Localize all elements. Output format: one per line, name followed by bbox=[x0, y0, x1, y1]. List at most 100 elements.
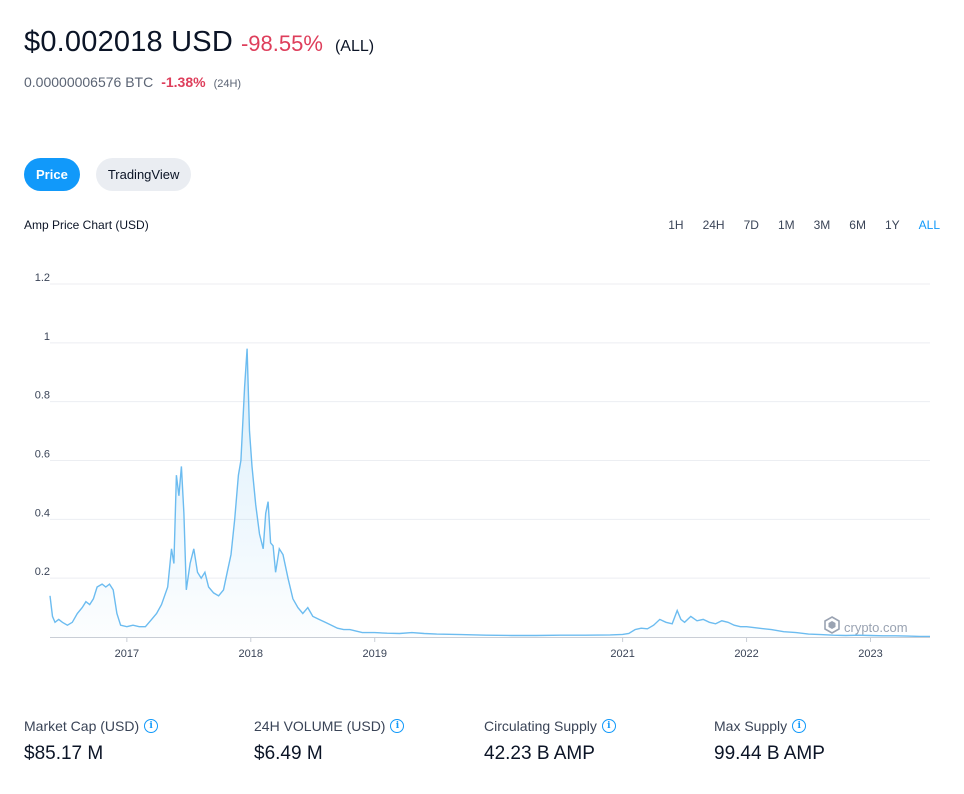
range-1m[interactable]: 1M bbox=[777, 218, 795, 232]
x-tick-label: 2022 bbox=[734, 648, 758, 660]
data-point bbox=[715, 623, 716, 624]
data-point bbox=[249, 431, 250, 432]
data-point bbox=[193, 548, 194, 549]
x-axis: 2017 2018 2019 2021 2022 2023 bbox=[115, 637, 883, 660]
data-point bbox=[399, 633, 400, 634]
data-point bbox=[93, 598, 94, 599]
info-icon[interactable]: i bbox=[792, 719, 807, 733]
data-point bbox=[62, 622, 63, 623]
data-point bbox=[145, 626, 146, 627]
data-point bbox=[709, 622, 710, 623]
data-point bbox=[411, 632, 412, 633]
chart-view-tabs: Price TradingView bbox=[24, 158, 192, 191]
info-icon[interactable]: i bbox=[390, 719, 405, 733]
data-point bbox=[244, 386, 245, 387]
data-point bbox=[331, 625, 332, 626]
data-point bbox=[183, 513, 184, 514]
data-point bbox=[337, 628, 338, 629]
tab-price[interactable]: Price bbox=[24, 158, 80, 191]
data-point bbox=[628, 633, 629, 634]
data-point bbox=[746, 626, 747, 627]
btc-change-percent: -1.38% bbox=[161, 74, 206, 90]
info-icon[interactable]: i bbox=[144, 719, 159, 733]
price-chart[interactable]: 0.2 0.4 0.6 0.8 1 1.2 2017 2018 2019 2021 2022 202… bbox=[0, 250, 964, 670]
y-tick-label: 0.6 bbox=[35, 449, 50, 461]
btc-change-period: (24H) bbox=[213, 78, 242, 90]
data-point bbox=[282, 554, 283, 555]
data-point bbox=[374, 632, 375, 633]
data-point bbox=[929, 636, 930, 637]
range-6m[interactable]: 6M bbox=[849, 218, 866, 232]
price-change-percent: -98.55% bbox=[240, 31, 323, 56]
crypto-com-watermark: crypto.com bbox=[824, 616, 908, 639]
data-point bbox=[208, 586, 209, 587]
data-point bbox=[77, 613, 78, 614]
price-area bbox=[50, 348, 930, 637]
data-point bbox=[116, 613, 117, 614]
range-7d[interactable]: 7D bbox=[743, 218, 759, 232]
y-tick-label: 0.2 bbox=[35, 566, 50, 578]
data-point bbox=[703, 619, 704, 620]
stat-value: 42.23 B AMP bbox=[484, 743, 595, 764]
data-point bbox=[461, 634, 462, 635]
stat-circulating-supply: Circulating Supply i 42.23 B AMP bbox=[484, 718, 714, 765]
data-point bbox=[97, 586, 98, 587]
x-tick-label: 2023 bbox=[858, 648, 882, 660]
data-point bbox=[758, 628, 759, 629]
price-line bbox=[49, 348, 930, 638]
data-point bbox=[58, 619, 59, 620]
data-point bbox=[54, 622, 55, 623]
data-point bbox=[585, 635, 586, 636]
crypto-com-logo-icon bbox=[824, 616, 840, 639]
data-point bbox=[424, 633, 425, 634]
data-point bbox=[197, 572, 198, 573]
data-point bbox=[307, 607, 308, 608]
data-point bbox=[721, 620, 722, 621]
data-point bbox=[740, 626, 741, 627]
range-24h[interactable]: 24H bbox=[702, 218, 725, 232]
data-point bbox=[362, 632, 363, 633]
tab-tradingview[interactable]: TradingView bbox=[95, 158, 192, 191]
chart-grid bbox=[50, 283, 930, 579]
info-icon[interactable]: i bbox=[601, 719, 616, 733]
data-point bbox=[139, 626, 140, 627]
range-1h[interactable]: 1H bbox=[668, 218, 684, 232]
data-point bbox=[610, 634, 611, 635]
data-point bbox=[238, 475, 239, 476]
chart-title: Amp Price Chart (USD) bbox=[24, 218, 149, 232]
data-point bbox=[820, 634, 821, 635]
y-tick-label: 1 bbox=[44, 331, 50, 343]
data-point bbox=[297, 607, 298, 608]
data-point bbox=[49, 595, 50, 596]
data-point bbox=[259, 533, 260, 534]
data-point bbox=[105, 586, 106, 587]
current-price: $0.002018 USD bbox=[24, 26, 233, 58]
data-point bbox=[343, 629, 344, 630]
data-point bbox=[247, 348, 248, 349]
price-change-period: (ALL) bbox=[334, 38, 375, 55]
data-point bbox=[201, 578, 202, 579]
data-point bbox=[325, 622, 326, 623]
range-all[interactable]: ALL bbox=[918, 218, 940, 232]
data-point bbox=[230, 554, 231, 555]
stat-value: $85.17 M bbox=[24, 743, 104, 764]
data-point bbox=[696, 620, 697, 621]
data-point bbox=[349, 629, 350, 630]
data-point bbox=[622, 634, 623, 635]
data-point bbox=[268, 501, 269, 502]
range-1y[interactable]: 1Y bbox=[884, 218, 900, 232]
data-point bbox=[171, 548, 172, 549]
x-tick-label: 2019 bbox=[362, 648, 386, 660]
data-point bbox=[82, 607, 83, 608]
data-point bbox=[218, 595, 219, 596]
data-point bbox=[279, 548, 280, 549]
range-3m[interactable]: 3M bbox=[813, 218, 831, 232]
data-point bbox=[113, 589, 114, 590]
stat-market-cap: Market Cap (USD) i $85.17 M bbox=[24, 718, 254, 765]
stat-label: 24H VOLUME (USD) bbox=[254, 718, 386, 734]
data-point bbox=[89, 604, 90, 605]
data-point bbox=[771, 629, 772, 630]
data-point bbox=[85, 601, 86, 602]
data-point bbox=[161, 604, 162, 605]
data-point bbox=[255, 504, 256, 505]
